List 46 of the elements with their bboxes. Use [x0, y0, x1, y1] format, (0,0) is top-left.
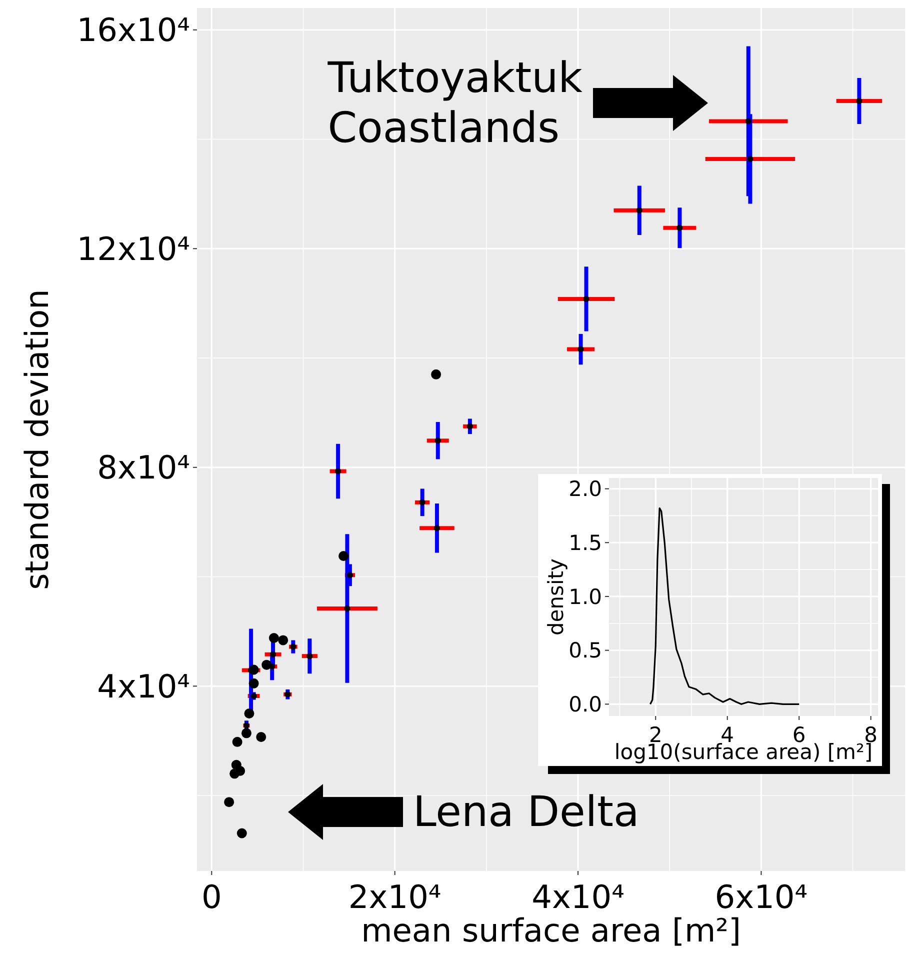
point — [431, 369, 442, 380]
annotation: Tuktoyaktuk Coastlands — [326, 53, 584, 152]
y-tick-label: 16x10⁴ — [76, 11, 190, 50]
x-tick-label: 0 — [201, 878, 222, 916]
point — [224, 797, 234, 808]
point — [856, 98, 862, 104]
point — [344, 605, 350, 612]
y-tick-label: 2.0 — [568, 477, 602, 502]
point — [262, 660, 272, 670]
point — [244, 708, 254, 718]
y-tick-label: 12x10⁴ — [76, 230, 190, 268]
y-axis-title: density — [544, 558, 568, 636]
annotation: Lena Delta — [413, 787, 640, 836]
y-tick-label: 0.0 — [568, 692, 602, 717]
point — [335, 468, 342, 474]
point — [248, 678, 259, 688]
point — [745, 118, 752, 124]
point — [306, 653, 313, 660]
y-axis-title: standard deviation — [18, 289, 56, 590]
point — [232, 736, 242, 747]
point — [248, 664, 259, 675]
x-tick-label: 4 — [720, 723, 734, 747]
point — [636, 207, 642, 214]
point — [268, 633, 279, 644]
point — [434, 438, 441, 444]
point — [278, 635, 288, 646]
point — [338, 550, 349, 561]
y-tick-label: 8x10⁴ — [97, 448, 190, 487]
point — [241, 728, 252, 738]
point — [236, 828, 247, 838]
y-tick-label: 1.5 — [568, 530, 602, 555]
point — [747, 156, 754, 162]
point — [578, 346, 584, 352]
point — [676, 224, 683, 231]
point — [583, 296, 590, 302]
point — [434, 525, 440, 532]
point — [466, 423, 473, 430]
y-tick-label: 4x10⁴ — [97, 667, 190, 706]
x-tick-label: 6 — [792, 723, 806, 747]
line-series — [649, 507, 800, 705]
point — [270, 651, 276, 658]
point — [256, 732, 266, 742]
point — [230, 768, 240, 779]
y-tick-label: 0.5 — [568, 638, 602, 663]
y-tick-label: 1.0 — [568, 584, 602, 609]
point — [419, 499, 426, 506]
